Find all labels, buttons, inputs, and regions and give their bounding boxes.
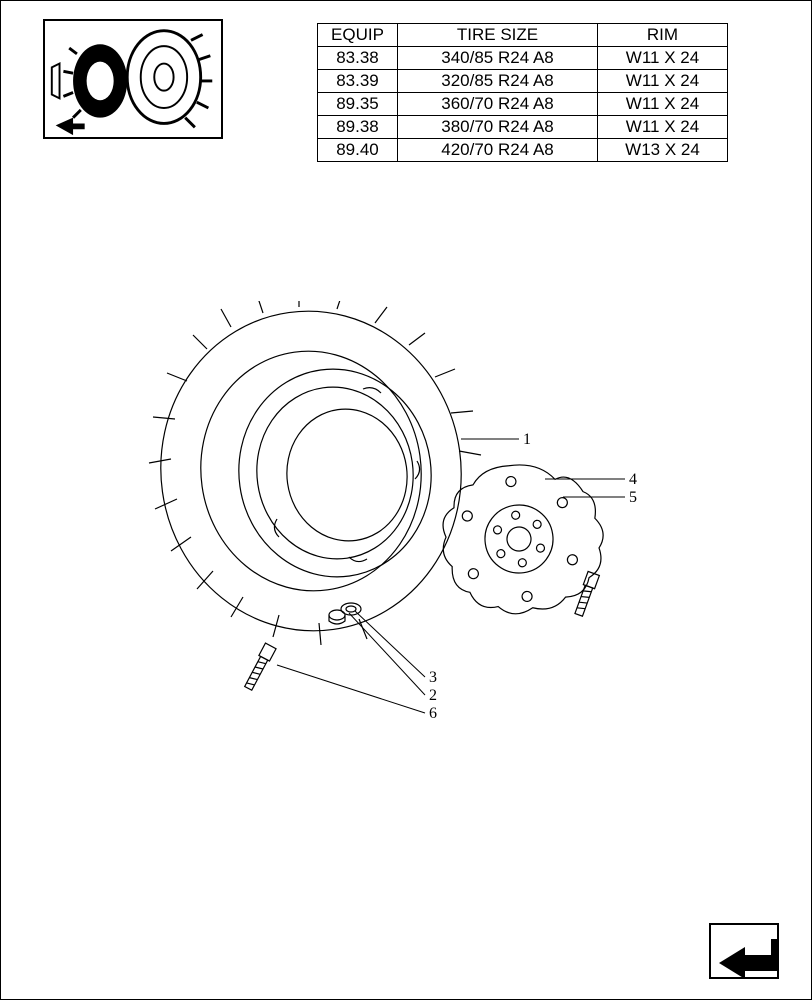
callout-2: 2 xyxy=(429,687,437,705)
header-equip: EQUIP xyxy=(318,24,398,47)
callout-1: 1 xyxy=(523,431,531,449)
arrow-marker-icon xyxy=(711,925,781,981)
header-tire-size: TIRE SIZE xyxy=(398,24,598,47)
table-row: 83.39 320/85 R24 A8 W11 X 24 xyxy=(318,70,728,93)
callout-6: 6 xyxy=(429,705,437,723)
cell-equip: 83.38 xyxy=(318,47,398,70)
table-row: 89.40 420/70 R24 A8 W13 X 24 xyxy=(318,139,728,162)
cell-equip: 89.35 xyxy=(318,93,398,116)
callout-4: 4 xyxy=(629,471,637,489)
page-marker-box xyxy=(709,923,779,979)
header-rim: RIM xyxy=(598,24,728,47)
cell-rim: W13 X 24 xyxy=(598,139,728,162)
callout-3: 3 xyxy=(429,669,437,687)
main-diagram: 1 45 326 xyxy=(131,301,691,781)
cell-equip: 89.40 xyxy=(318,139,398,162)
table-row: 89.38 380/70 R24 A8 W11 X 24 xyxy=(318,116,728,139)
cell-tire: 360/70 R24 A8 xyxy=(398,93,598,116)
cell-tire: 320/85 R24 A8 xyxy=(398,70,598,93)
table-row: 83.38 340/85 R24 A8 W11 X 24 xyxy=(318,47,728,70)
cell-rim: W11 X 24 xyxy=(598,47,728,70)
table-header-row: EQUIP TIRE SIZE RIM xyxy=(318,24,728,47)
cell-rim: W11 X 24 xyxy=(598,70,728,93)
callout-5: 5 xyxy=(629,489,637,507)
cell-equip: 83.39 xyxy=(318,70,398,93)
table-row: 89.35 360/70 R24 A8 W11 X 24 xyxy=(318,93,728,116)
table-body: 83.38 340/85 R24 A8 W11 X 24 83.39 320/8… xyxy=(318,47,728,162)
cell-equip: 89.38 xyxy=(318,116,398,139)
cell-tire: 380/70 R24 A8 xyxy=(398,116,598,139)
wheels-thumbnail-icon xyxy=(45,21,221,137)
cell-tire: 420/70 R24 A8 xyxy=(398,139,598,162)
equip-table: EQUIP TIRE SIZE RIM 83.38 340/85 R24 A8 … xyxy=(317,23,728,162)
cell-rim: W11 X 24 xyxy=(598,116,728,139)
cell-rim: W11 X 24 xyxy=(598,93,728,116)
thumbnail-box xyxy=(43,19,223,139)
cell-tire: 340/85 R24 A8 xyxy=(398,47,598,70)
wheel-exploded-svg xyxy=(131,301,691,781)
